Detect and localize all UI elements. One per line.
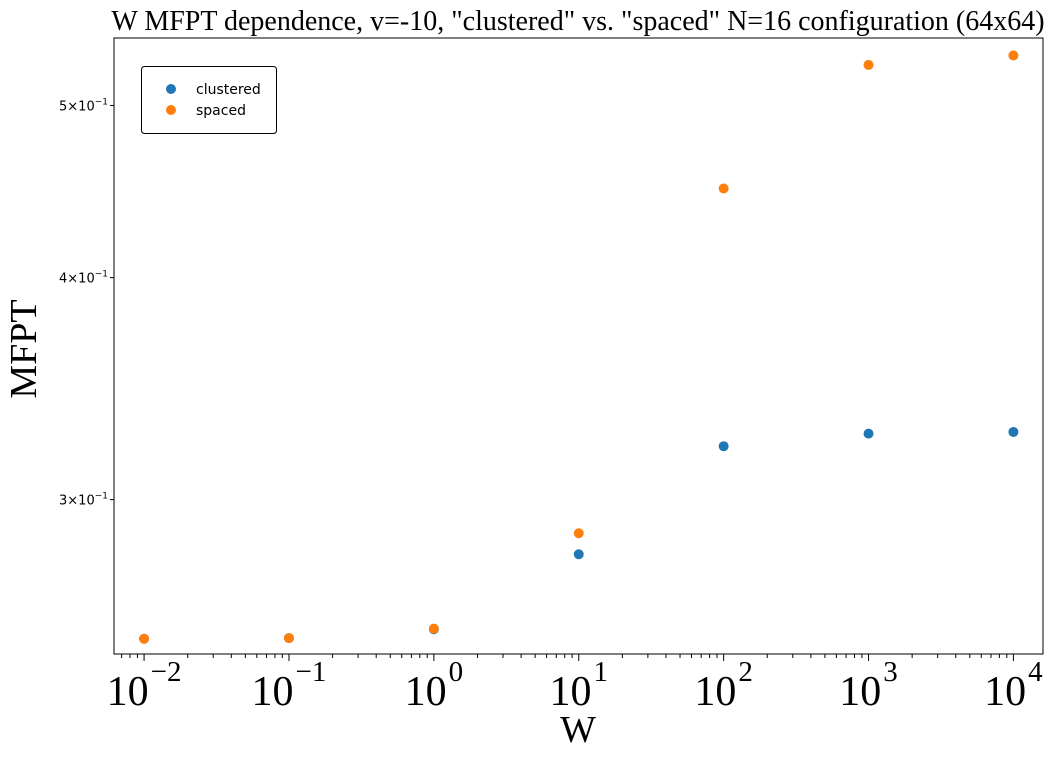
spaced-point [863, 59, 874, 70]
y-tick-exponent: −1 [95, 270, 108, 280]
spaced-point [573, 528, 584, 539]
spaced-point [139, 633, 150, 644]
y-tick-exponent: −1 [95, 492, 108, 502]
x-tick-exponent: 3 [883, 656, 898, 688]
y-tick-exponent: −1 [95, 97, 108, 107]
x-tick-exponent: −1 [296, 656, 327, 688]
y-axis: 3×10−14×10−15×10−1 [59, 97, 114, 509]
spaced-point [1008, 50, 1019, 61]
x-tick-base: 10 [984, 669, 1026, 715]
legend-label-clustered: clustered [196, 82, 261, 98]
legend-marker-clustered [166, 84, 176, 94]
y-axis-label: MFPT [3, 299, 45, 398]
x-tick-exponent: 1 [594, 656, 609, 688]
clustered-point [718, 441, 729, 452]
spaced-point [718, 183, 729, 194]
x-tick-base: 10 [550, 669, 592, 715]
legend-box [141, 66, 277, 134]
x-tick-exponent: 4 [1028, 656, 1043, 688]
y-tick-times: ×10 [67, 494, 94, 509]
x-tick-label: 101 [550, 656, 609, 715]
y-tick-mantissa: 4 [59, 272, 67, 287]
x-axis: 10−2 10−1 100 101 102 103 104 [107, 654, 1043, 715]
x-tick-exponent: 0 [449, 656, 464, 688]
clustered-point [573, 549, 584, 560]
x-tick-base: 10 [252, 669, 294, 715]
x-tick-base: 10 [405, 669, 447, 715]
x-axis-label: W [560, 709, 596, 751]
x-tick-exponent: 2 [738, 656, 753, 688]
chart-title: W MFPT dependence, v=-10, "clustered" vs… [111, 6, 1044, 37]
x-tick-base: 10 [107, 669, 149, 715]
spaced-point [428, 623, 439, 634]
clustered-point [863, 428, 874, 439]
x-tick-label: 10−2 [107, 656, 182, 715]
x-tick-label: 102 [694, 656, 753, 715]
y-tick-times: ×10 [67, 99, 94, 114]
legend-label-spaced: spaced [196, 103, 246, 119]
x-tick-exponent: −2 [151, 656, 182, 688]
y-tick-times: ×10 [67, 272, 94, 287]
x-tick-label: 100 [405, 656, 464, 715]
y-tick-mantissa: 5 [59, 99, 67, 114]
scatter-points [139, 50, 1019, 644]
legend: clustered spaced [141, 66, 277, 134]
x-tick-base: 10 [839, 669, 881, 715]
y-tick-mantissa: 3 [59, 494, 67, 509]
y-tick-label: 3×10−1 [59, 492, 108, 509]
y-tick-label: 5×10−1 [59, 97, 108, 114]
clustered-point [1008, 426, 1019, 437]
spaced-point [283, 633, 294, 644]
x-tick-label: 104 [984, 656, 1043, 715]
x-tick-label: 10−1 [252, 656, 327, 715]
y-tick-label: 4×10−1 [59, 270, 108, 287]
x-tick-label: 103 [839, 656, 898, 715]
x-tick-base: 10 [694, 669, 736, 715]
legend-marker-spaced [166, 105, 176, 115]
